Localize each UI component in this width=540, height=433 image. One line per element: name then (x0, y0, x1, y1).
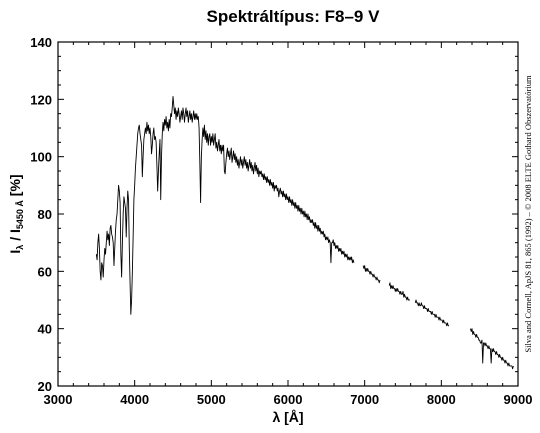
y-tick-labels: 20 40 60 80 100 120 140 (30, 35, 52, 394)
axis-ticks (57, 41, 519, 387)
spectrum-line (362, 265, 381, 284)
y-tick-label: 40 (38, 322, 52, 337)
y-axis-label-end: [%] (7, 174, 23, 200)
y-axis-label-mid: / I (7, 229, 23, 245)
x-tick-label: 4000 (120, 392, 149, 407)
credit-text: Silva and Cornell, ApJS 81, 865 (1992) –… (523, 75, 533, 353)
y-tick-label: 120 (30, 92, 52, 107)
spectrum-line (95, 96, 355, 315)
spectrum-line (414, 299, 449, 327)
y-tick-label: 20 (38, 379, 52, 394)
y-axis-label-main: I (7, 250, 23, 254)
x-tick-label: 6000 (274, 392, 303, 407)
chart-title: Spektráltípus: F8–9 V (207, 7, 381, 26)
x-tick-labels: 3000 4000 5000 6000 7000 8000 9000 (44, 392, 533, 407)
spectrum-line (388, 282, 410, 301)
x-tick-label: 3000 (44, 392, 73, 407)
x-tick-label: 8000 (427, 392, 456, 407)
x-tick-label: 9000 (504, 392, 533, 407)
y-axis-label-sub1: λ (15, 245, 25, 250)
spectrum-line (470, 328, 514, 370)
y-tick-label: 60 (38, 264, 52, 279)
spectrum-series (95, 96, 514, 370)
y-tick-label: 80 (38, 207, 52, 222)
y-axis-label: Iλ / I5450 Å [%] (7, 174, 25, 253)
y-tick-label: 100 (30, 150, 52, 165)
x-tick-label: 5000 (197, 392, 226, 407)
x-axis-label: λ [Å] (272, 409, 303, 425)
y-axis-label-sub2: 5450 Å (15, 200, 25, 230)
y-tick-label: 140 (30, 35, 52, 50)
x-tick-label: 7000 (350, 392, 379, 407)
